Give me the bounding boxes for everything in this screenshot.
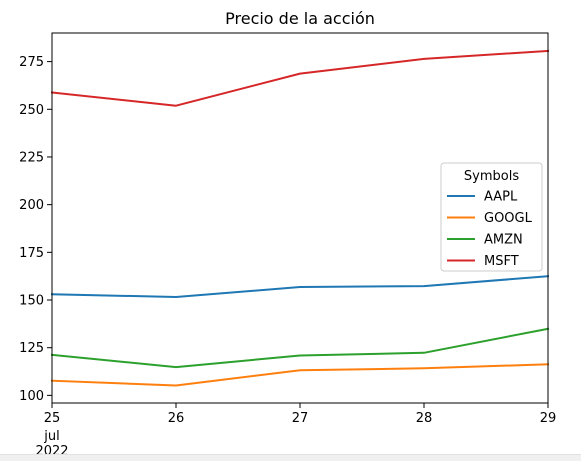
legend-label-amzn: AMZN (484, 233, 523, 248)
x-tick-sublabel: jul (43, 429, 59, 444)
plot-frame (51, 32, 549, 404)
chart-title: Precio de la acción (225, 9, 375, 28)
legend-label-msft: MSFT (484, 254, 519, 269)
y-tick-label: 175 (19, 246, 44, 261)
x-tick-label: 25 (44, 411, 61, 426)
series-line-googl (50, 363, 550, 387)
y-tick-label: 200 (19, 198, 44, 213)
legend-label-aapl: AAPL (484, 190, 518, 205)
series-line-amzn (50, 327, 550, 369)
series-line-aapl (50, 275, 550, 298)
y-tick-label: 250 (19, 103, 44, 118)
series-line-msft (50, 49, 550, 107)
y-tick-label: 125 (19, 341, 44, 356)
y-tick-label: 275 (19, 55, 44, 70)
x-tick-label: 27 (292, 411, 309, 426)
y-tick-label: 150 (19, 294, 44, 309)
y-tick-label: 100 (19, 389, 44, 404)
legend-box (440, 162, 543, 272)
x-tick-label: 29 (540, 411, 557, 426)
bottom-strip (0, 454, 581, 461)
x-tick-label: 26 (168, 411, 185, 426)
legend-label-googl: GOOGL (484, 211, 533, 226)
x-tick-label: 28 (416, 411, 433, 426)
legend-title: Symbols (464, 169, 519, 184)
y-tick-label: 225 (19, 150, 44, 165)
